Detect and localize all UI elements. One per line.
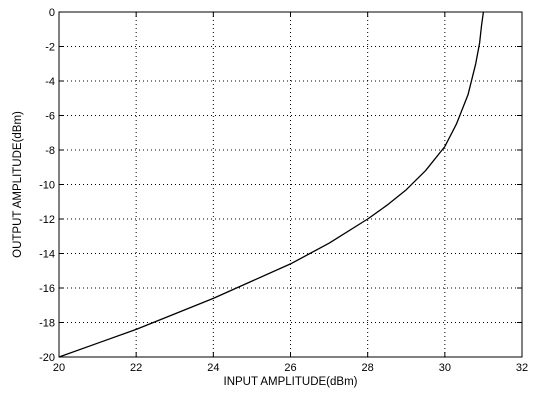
- y-tick-label: -16: [39, 283, 55, 295]
- y-tick-label: -10: [39, 180, 55, 192]
- y-tick-label: -12: [39, 214, 55, 226]
- y-tick-label: -14: [39, 249, 55, 261]
- y-tick-label: -18: [39, 318, 55, 330]
- y-axis-title: OUTPUT AMPLITUDE(dBm): [12, 111, 24, 258]
- series-group: [58, 11, 485, 358]
- tick-marks: [58, 11, 523, 358]
- x-tick-label: 28: [362, 362, 374, 374]
- y-tick-labels: 0 -2 -4 -6 -8 -10 -12 -14 -16 -18 -20: [39, 7, 55, 364]
- x-tick-label: 22: [130, 362, 142, 374]
- y-tick-label: -8: [45, 145, 55, 157]
- y-tick-label: -4: [45, 76, 55, 88]
- y-tick-label: -20: [39, 352, 55, 364]
- x-tick-label: 20: [53, 362, 65, 374]
- y-tick-label: 0: [49, 7, 55, 19]
- x-tick-label: 30: [439, 362, 451, 374]
- y-tick-label: -6: [45, 111, 55, 123]
- grid: [59, 12, 522, 357]
- x-tick-label: 32: [516, 362, 528, 374]
- x-axis-title: INPUT AMPLITUDE(dBm): [224, 376, 358, 388]
- x-tick-label: 24: [207, 362, 219, 374]
- series-line: [58, 11, 485, 358]
- x-tick-label: 26: [284, 362, 296, 374]
- y-tick-label: -2: [45, 42, 55, 54]
- x-tick-labels: 20 22 24 26 28 30 32: [53, 362, 528, 374]
